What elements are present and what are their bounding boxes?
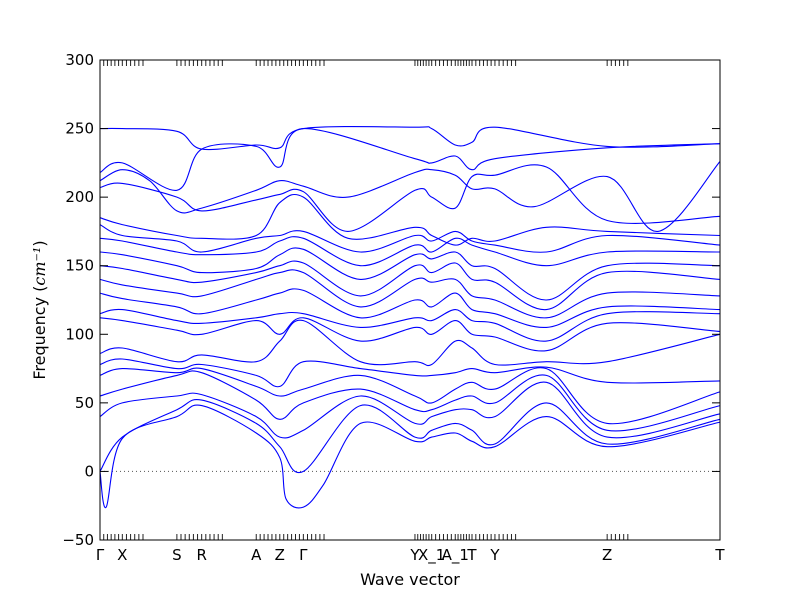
phonon-branch-9	[99, 260, 721, 311]
x-tick-label: A_1	[442, 546, 469, 565]
phonon-branch-15	[99, 358, 721, 388]
x-tick-label: X_1	[418, 546, 445, 565]
y-tick-label: 300	[65, 51, 94, 69]
phonon-branch-6	[99, 224, 721, 253]
phonon-branch-18	[99, 381, 721, 439]
y-axis: −50 0 50 100 150 200 250 300	[62, 51, 720, 549]
x-tick-label: Γ	[299, 546, 308, 564]
phonon-branch-2	[99, 128, 721, 191]
phonon-branch-17	[99, 370, 721, 432]
phonon-branch-3	[99, 161, 721, 232]
x-axis-label: Wave vector	[360, 570, 460, 589]
y-axis-label: Frequency (cm⁻¹)	[30, 240, 49, 379]
phonon-branch-19	[99, 399, 721, 474]
y-axis-label-text: Frequency	[30, 297, 49, 380]
x-tick-label: T	[714, 546, 725, 564]
x-tick-label: Z	[602, 546, 612, 564]
x-tick-label: A	[251, 546, 262, 564]
y-tick-label: 150	[65, 257, 94, 275]
y-tick-label: 50	[75, 394, 94, 412]
x-tick-label: Y	[489, 546, 500, 564]
phonon-branch-10	[99, 269, 721, 319]
branches-layer	[99, 126, 721, 509]
phonon-branch-5	[99, 194, 721, 246]
x-tick-label: Y	[409, 546, 420, 564]
y-tick-label: −50	[62, 531, 94, 549]
plot-area	[100, 60, 720, 540]
x-tick-label: R	[196, 546, 206, 564]
plot-frame	[99, 59, 721, 541]
phonon-branch-14	[99, 319, 721, 367]
x-tick-label: X	[117, 546, 127, 564]
phonon-branch-12	[99, 308, 721, 342]
x-tick-label: T	[466, 546, 477, 564]
phonon-branch-16	[99, 367, 721, 425]
y-axis-label-close: )	[30, 240, 49, 246]
x-tick-label: Z	[275, 546, 285, 564]
y-tick-label: 0	[84, 462, 94, 480]
x-tick-label: Γ	[96, 546, 105, 564]
phonon-branch-13	[99, 317, 721, 352]
x-tick-label: S	[172, 546, 182, 564]
x-axis: Γ X S R A Z Γ YX_1A_1T Y Z T	[96, 546, 726, 565]
y-tick-label: 200	[65, 188, 94, 206]
phonon-branch-4	[99, 164, 721, 232]
phonon-branch-1	[99, 126, 721, 151]
y-axis-label-open: (	[30, 286, 49, 297]
y-tick-label: 250	[65, 120, 94, 138]
phonon-branch-11	[99, 288, 721, 328]
phonon-branch-8	[99, 247, 721, 301]
y-tick-label: 100	[65, 325, 94, 343]
phonon-branch-20	[99, 404, 721, 509]
y-axis-label-unit: cm⁻¹	[30, 247, 49, 286]
phonon-branch-7	[99, 236, 721, 267]
